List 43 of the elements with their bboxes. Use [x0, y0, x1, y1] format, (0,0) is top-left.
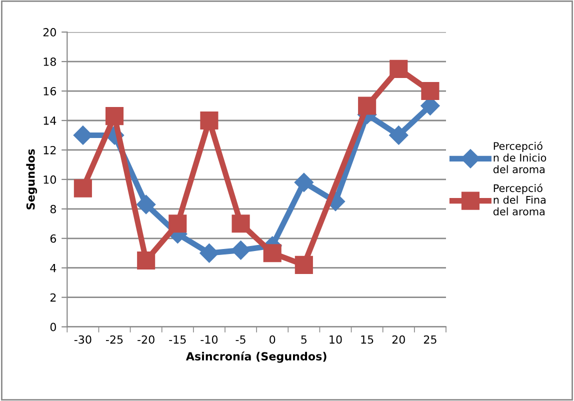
x-tick-label: -30 — [74, 335, 92, 344]
x-tick-label: -15 — [169, 335, 186, 344]
x-tick-label: -25 — [106, 335, 123, 344]
point — [74, 179, 92, 198]
point — [263, 244, 282, 262]
y-tick-label: 20 — [43, 28, 56, 36]
y-tick-label: 6 — [50, 234, 56, 243]
point — [231, 240, 250, 260]
y-axis-title: Segundos — [26, 149, 38, 210]
x-tick-label: -10 — [200, 335, 218, 344]
y-tick-label: 16 — [44, 87, 56, 96]
x-tick-label: -20 — [138, 335, 154, 344]
point — [421, 82, 440, 100]
point — [200, 244, 219, 263]
point — [294, 172, 314, 192]
point — [105, 107, 124, 126]
x-tick-label: 0 — [270, 335, 276, 344]
point — [389, 126, 408, 145]
x-axis-title: Asincronía (Segundos) — [186, 351, 326, 363]
x-tick-label: 25 — [424, 335, 436, 344]
point — [390, 60, 408, 78]
x-tick-label: -5 — [236, 335, 246, 344]
x-tick-label: 20 — [392, 335, 405, 344]
y-tick-label: 12 — [44, 146, 56, 154]
y-tick-label: 8 — [50, 204, 56, 214]
y-tick-label: 18 — [44, 58, 56, 66]
point — [232, 214, 250, 233]
x-tick-label: 5 — [301, 335, 306, 344]
y-tick-label: 4 — [50, 264, 56, 272]
y-tick-label: 14 — [44, 116, 56, 125]
point — [137, 251, 156, 270]
legend-label: Percepció n del Fina del aroma — [493, 184, 546, 216]
legend-label: Percepció n de Inicio del aroma — [493, 141, 546, 174]
y-tick-label: 0 — [50, 322, 56, 332]
y-tick-label: 2 — [50, 293, 56, 302]
point — [200, 111, 218, 130]
x-tick-label: 15 — [361, 335, 374, 344]
y-tick-label: 10 — [44, 175, 56, 184]
point — [294, 256, 313, 274]
point — [168, 214, 187, 233]
point — [358, 96, 376, 115]
point — [136, 194, 156, 214]
x-tick-label: 10 — [330, 335, 342, 344]
